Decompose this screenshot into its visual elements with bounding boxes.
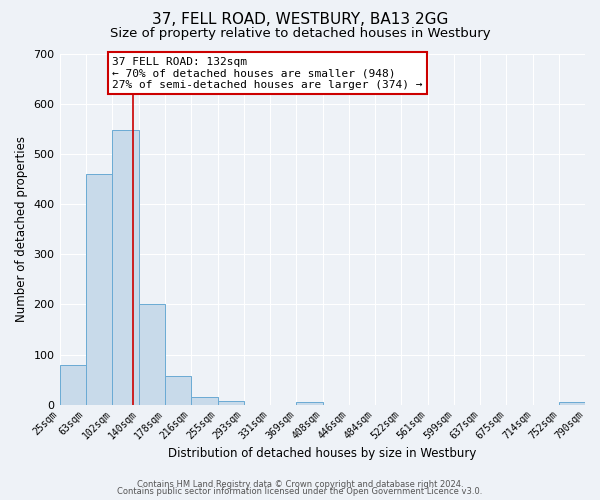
- X-axis label: Distribution of detached houses by size in Westbury: Distribution of detached houses by size …: [168, 447, 476, 460]
- Bar: [59, 364, 86, 405]
- Bar: [86, 174, 112, 404]
- Y-axis label: Number of detached properties: Number of detached properties: [15, 136, 28, 322]
- Text: 37, FELL ROAD, WESTBURY, BA13 2GG: 37, FELL ROAD, WESTBURY, BA13 2GG: [152, 12, 448, 28]
- Bar: [112, 130, 139, 404]
- Bar: [191, 397, 218, 404]
- Bar: [218, 400, 244, 404]
- Text: Size of property relative to detached houses in Westbury: Size of property relative to detached ho…: [110, 28, 490, 40]
- Text: 37 FELL ROAD: 132sqm
← 70% of detached houses are smaller (948)
27% of semi-deta: 37 FELL ROAD: 132sqm ← 70% of detached h…: [112, 56, 423, 90]
- Bar: [164, 376, 191, 404]
- Bar: [559, 402, 585, 404]
- Text: Contains public sector information licensed under the Open Government Licence v3: Contains public sector information licen…: [118, 487, 482, 496]
- Text: Contains HM Land Registry data © Crown copyright and database right 2024.: Contains HM Land Registry data © Crown c…: [137, 480, 463, 489]
- Bar: [139, 304, 164, 404]
- Bar: [296, 402, 323, 404]
